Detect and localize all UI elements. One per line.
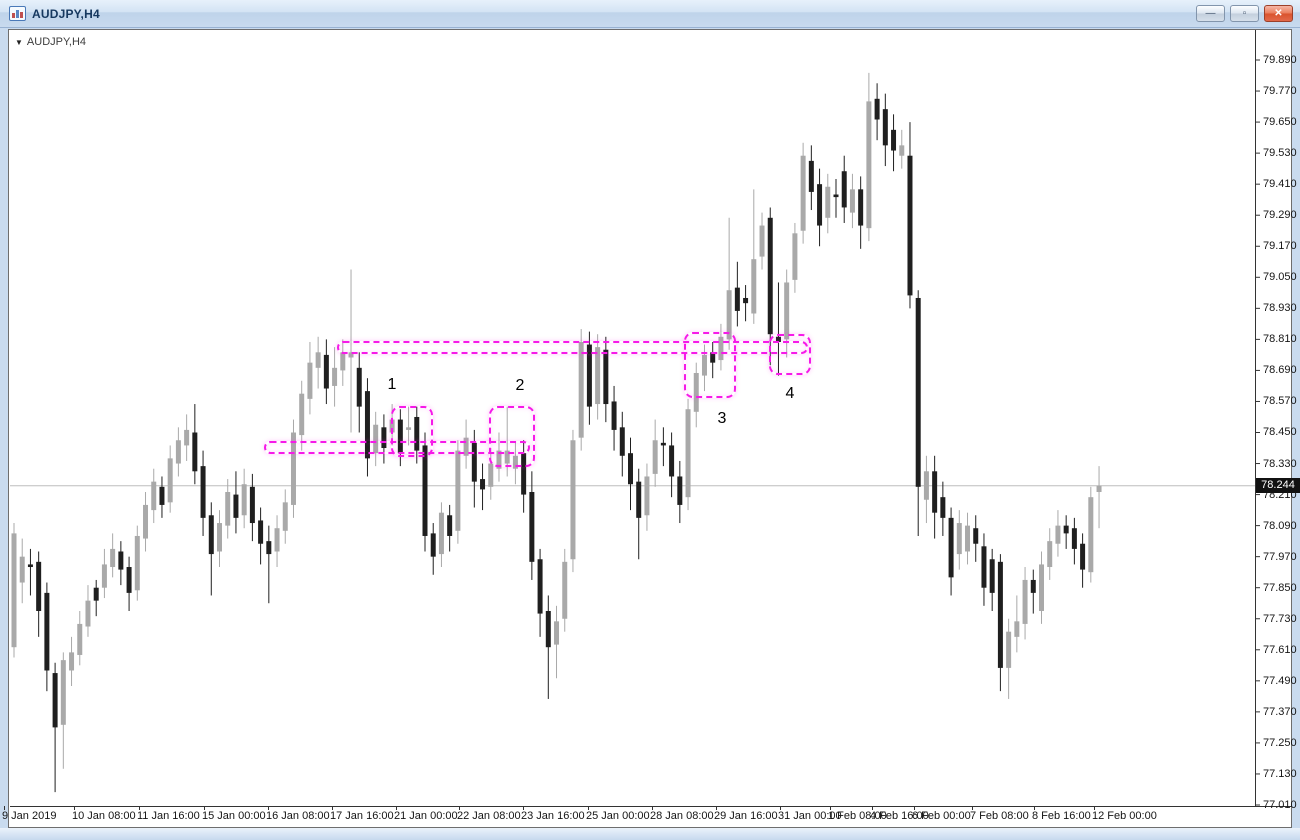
time-axis-label: 29 Jan 16:00 (714, 810, 778, 822)
price-axis-label: 79.410 (1263, 178, 1297, 191)
price-axis-label: 78.810 (1263, 333, 1297, 346)
price-axis-label: 79.890 (1263, 54, 1297, 66)
current-price-badge: 78.244 (1256, 478, 1300, 494)
price-axis-label: 79.650 (1263, 116, 1297, 129)
price-axis-label: 79.530 (1263, 147, 1297, 160)
time-axis-label: 17 Jan 16:00 (330, 810, 394, 822)
price-axis-label: 78.690 (1263, 364, 1297, 377)
price-axis-label: 78.450 (1263, 426, 1297, 439)
price-axis-label: 77.370 (1263, 705, 1297, 718)
time-axis-label: 25 Jan 00:00 (586, 810, 650, 822)
time-axis-label: 10 Jan 08:00 (72, 810, 136, 822)
price-axis-label: 78.930 (1263, 302, 1297, 315)
window-titlebar[interactable]: AUDJPY,H4 — ▫ ✕ (0, 0, 1300, 28)
price-axis-label: 77.730 (1263, 612, 1297, 625)
price-axis-label: 77.610 (1263, 643, 1297, 656)
time-axis-label: 11 Jan 16:00 (137, 810, 200, 822)
annotation-marker-2[interactable]: 2 (515, 376, 525, 394)
time-axis-label: 1 Feb 08:00 (828, 810, 887, 822)
annotation-box-4[interactable] (769, 334, 811, 375)
time-axis-label: 12 Feb 00:00 (1092, 810, 1157, 822)
price-axis-label: 77.130 (1263, 767, 1297, 780)
minimize-button[interactable]: — (1196, 5, 1225, 22)
price-axis-label: 79.050 (1263, 271, 1297, 284)
price-axis-label: 79.170 (1263, 240, 1297, 253)
annotation-marker-1[interactable]: 1 (387, 375, 397, 393)
window-bottom-border (0, 828, 1300, 840)
time-axis-label: 23 Jan 16:00 (521, 810, 585, 822)
time-axis-label: 7 Feb 08:00 (970, 810, 1029, 822)
window-title: AUDJPY,H4 (32, 7, 100, 21)
maximize-button[interactable]: ▫ (1230, 5, 1259, 22)
time-axis-label: 9 Jan 2019 (2, 810, 57, 822)
annotation-box-1[interactable] (391, 406, 433, 457)
price-axis-label: 77.010 (1263, 798, 1297, 811)
price-axis-label: 78.090 (1263, 519, 1297, 532)
chart-window[interactable] (8, 29, 1292, 828)
price-axis-label: 77.250 (1263, 736, 1297, 749)
time-axis-label: 28 Jan 08:00 (650, 810, 714, 822)
close-button[interactable]: ✕ (1264, 5, 1293, 22)
time-axis-label: 4 Feb 16:00 (870, 810, 929, 822)
price-axis-label: 77.850 (1263, 581, 1297, 594)
time-axis-label: 21 Jan 00:00 (394, 810, 458, 822)
annotation-resistance-band-78.80[interactable] (337, 341, 808, 354)
time-axis-label: 31 Jan 00:00 (778, 810, 842, 822)
chart-symbol-label: ▼ AUDJPY,H4 (15, 36, 87, 48)
time-axis-label: 8 Feb 16:00 (1032, 810, 1091, 822)
price-axis-label: 79.770 (1263, 85, 1297, 98)
annotation-marker-3[interactable]: 3 (717, 409, 727, 427)
price-axis-label: 78.570 (1263, 395, 1297, 408)
annotation-box-3[interactable] (684, 332, 736, 398)
time-axis-label: 6 Feb 00:00 (912, 810, 971, 822)
chevron-down-icon[interactable]: ▼ (15, 38, 23, 47)
price-axis-label: 78.210 (1263, 488, 1297, 501)
chart-window-icon (9, 6, 26, 21)
price-axis-label: 79.290 (1263, 209, 1297, 222)
time-axis-label: 16 Jan 08:00 (266, 810, 330, 822)
price-axis-label: 78.330 (1263, 457, 1297, 470)
time-axis-label: 22 Jan 08:00 (457, 810, 521, 822)
price-axis-label: 77.970 (1263, 550, 1297, 563)
price-axis-label: 77.490 (1263, 674, 1297, 687)
time-axis-label: 15 Jan 00:00 (202, 810, 266, 822)
annotation-marker-4[interactable]: 4 (785, 384, 795, 402)
annotation-box-2[interactable] (489, 406, 535, 467)
